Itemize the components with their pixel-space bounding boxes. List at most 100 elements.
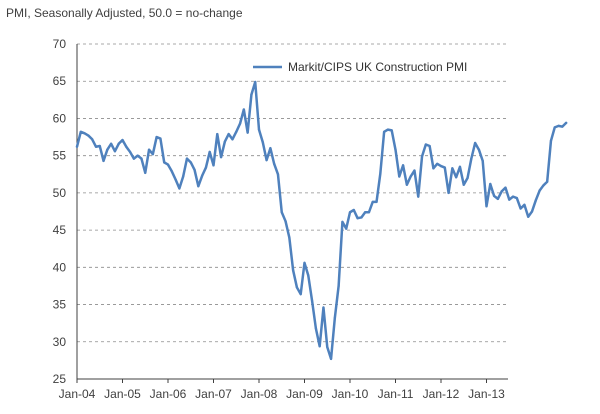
data-point	[474, 141, 477, 145]
data-point	[477, 148, 481, 151]
data-point	[170, 170, 173, 173]
x-tick-label-Jan-13: Jan-13	[468, 387, 505, 401]
data-point	[212, 164, 215, 167]
data-point	[140, 157, 143, 160]
data-point	[455, 176, 458, 179]
x-tick-label-Jan-07: Jan-07	[195, 387, 232, 401]
data-point	[322, 306, 325, 309]
x-tick-label-Jan-12: Jan-12	[423, 387, 460, 401]
data-point	[295, 286, 299, 289]
data-point	[75, 145, 79, 148]
data-point	[174, 178, 177, 181]
data-point	[257, 128, 261, 131]
data-point	[189, 161, 192, 164]
data-point	[121, 138, 124, 142]
data-point	[337, 284, 340, 288]
data-point	[163, 161, 166, 164]
legend-label: Markit/CIPS UK Construction PMI	[288, 60, 467, 74]
legend: Markit/CIPS UK Construction PMI	[253, 60, 467, 74]
data-point	[223, 140, 226, 143]
data-point	[273, 162, 276, 165]
data-point	[549, 139, 553, 142]
data-point	[284, 220, 287, 223]
data-point	[485, 205, 488, 208]
series-group	[75, 80, 568, 361]
data-point	[413, 169, 416, 172]
data-point	[231, 138, 234, 141]
data-point	[94, 145, 98, 148]
data-point	[542, 184, 545, 187]
data-point	[269, 147, 272, 150]
data-point	[79, 130, 82, 133]
y-tick-label-70: 70	[53, 37, 67, 51]
data-point	[242, 108, 245, 111]
data-point	[451, 167, 454, 170]
y-tick-label-45: 45	[53, 223, 67, 237]
data-point	[329, 357, 333, 360]
data-point	[106, 148, 109, 151]
data-point	[261, 141, 264, 144]
data-point	[235, 130, 238, 133]
data-point	[87, 134, 90, 137]
data-point	[447, 191, 450, 194]
data-point	[136, 154, 139, 157]
data-point	[341, 220, 344, 224]
data-point	[500, 190, 503, 193]
data-point	[182, 175, 185, 178]
data-point	[102, 159, 105, 162]
data-point	[375, 200, 378, 203]
data-point	[557, 124, 560, 127]
data-point	[265, 159, 268, 162]
data-point	[201, 174, 204, 177]
data-point	[166, 163, 170, 166]
data-point	[91, 138, 94, 141]
data-point	[178, 187, 181, 190]
data-point	[204, 166, 208, 169]
data-point	[515, 197, 518, 200]
data-point	[208, 150, 211, 154]
y-tick-label-30: 30	[53, 335, 67, 349]
data-point	[113, 150, 117, 153]
data-point	[439, 164, 443, 168]
data-point	[193, 168, 196, 171]
data-point	[409, 175, 412, 178]
data-point	[246, 131, 249, 134]
data-point	[98, 144, 101, 148]
data-point	[144, 171, 147, 174]
data-point	[147, 148, 151, 151]
data-point	[436, 162, 439, 165]
data-point	[527, 215, 530, 218]
data-point	[466, 176, 469, 180]
x-tick-label-Jan-05: Jan-05	[104, 387, 141, 401]
data-point	[299, 293, 302, 296]
data-point	[401, 164, 405, 167]
data-point	[197, 185, 200, 188]
data-point	[420, 155, 424, 158]
data-point	[348, 211, 352, 214]
data-point	[553, 126, 556, 129]
data-point	[151, 153, 154, 156]
y-tick-label-50: 50	[53, 186, 67, 200]
data-point	[303, 261, 306, 264]
y-tick-label-65: 65	[53, 74, 67, 88]
data-point	[371, 200, 374, 203]
data-point	[504, 186, 507, 189]
data-point	[458, 165, 462, 168]
data-point	[110, 142, 113, 145]
data-point	[307, 274, 310, 277]
data-point	[496, 197, 499, 200]
data-point	[492, 194, 496, 197]
data-point	[390, 129, 393, 132]
data-point	[443, 166, 446, 169]
data-point	[508, 198, 511, 201]
data-point	[546, 180, 549, 183]
data-point	[394, 148, 397, 151]
data-point	[276, 173, 280, 176]
data-point	[432, 167, 435, 170]
data-point	[519, 207, 522, 210]
data-point	[417, 195, 420, 198]
data-point	[538, 189, 541, 192]
y-tick-label-25: 25	[53, 372, 67, 386]
data-point	[125, 145, 128, 148]
